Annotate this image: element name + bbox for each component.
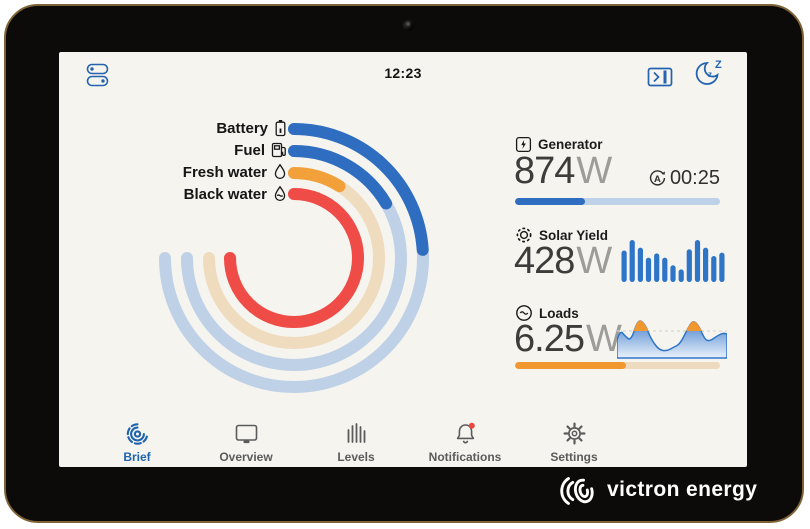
toggle-switches-icon[interactable] xyxy=(86,63,110,88)
loads-progress-bar xyxy=(515,362,720,369)
generator-progress-fill xyxy=(515,198,585,205)
water-drop-icon xyxy=(272,163,288,181)
fuel-pump-icon xyxy=(270,141,288,159)
overview-icon xyxy=(233,420,260,447)
svg-text:A: A xyxy=(654,174,661,185)
nav-tab-notifications[interactable]: Notifications xyxy=(410,420,520,464)
generator-timer: A 00:25 xyxy=(648,167,720,190)
nav-tab-levels[interactable]: Levels xyxy=(301,420,411,464)
generator-timer-value: 00:25 xyxy=(669,167,720,189)
svg-text:Z: Z xyxy=(715,59,722,71)
solar-history-chart xyxy=(621,240,725,282)
loads-power: 6.25W xyxy=(514,318,622,360)
generator-header: Generator xyxy=(515,136,603,153)
nav-label-brief: Brief xyxy=(123,450,151,464)
display-sleep-icon[interactable]: z Z xyxy=(693,59,725,89)
generator-power-unit: W xyxy=(576,150,613,192)
loads-power-unit: W xyxy=(585,318,622,360)
victron-logo: victron energy xyxy=(556,466,757,514)
nav-label-settings: Settings xyxy=(550,450,598,464)
loads-header: Loads xyxy=(515,304,579,322)
nav-tab-brief[interactable]: Brief xyxy=(82,420,192,464)
nav-label-overview: Overview xyxy=(219,450,273,464)
brief-icon xyxy=(124,420,151,447)
victron-swirl-icon xyxy=(556,466,602,514)
battery-icon xyxy=(273,119,288,137)
sidebar-toggle-icon[interactable] xyxy=(647,67,673,87)
ac-loads-icon xyxy=(515,304,533,322)
gauge-label-fresh-water: Fresh water xyxy=(183,161,288,183)
generator-power: 874W xyxy=(514,150,613,192)
auto-run-icon: A xyxy=(648,169,667,188)
generator-label: Generator xyxy=(538,137,603,152)
generator-progress-bar xyxy=(515,198,720,205)
notification-badge xyxy=(468,422,475,429)
black-water-drop-icon xyxy=(272,185,288,203)
solar-label: Solar Yield xyxy=(539,227,609,243)
loads-label: Loads xyxy=(539,305,579,321)
camera-lens xyxy=(406,22,410,26)
loads-history-chart xyxy=(617,320,727,359)
clock: 12:23 xyxy=(384,65,422,81)
nav-tab-overview[interactable]: Overview xyxy=(191,420,301,464)
black-water-label: Black water xyxy=(183,185,267,203)
loads-power-value: 6.25 xyxy=(514,318,585,360)
nav-label-levels: Levels xyxy=(337,450,375,464)
tank-level-gauges xyxy=(159,123,429,393)
gauge-label-black-water: Black water xyxy=(184,183,288,205)
touch-screen: 12:23 z Z Battery xyxy=(59,52,747,467)
gauge-label-battery: Battery xyxy=(216,117,288,139)
svg-text:z: z xyxy=(708,70,712,79)
generator-icon xyxy=(515,136,532,153)
fuel-label: Fuel xyxy=(234,141,265,159)
solar-power-unit: W xyxy=(576,240,613,282)
settings-icon xyxy=(561,420,588,447)
levels-icon xyxy=(343,420,370,447)
solar-header: Solar Yield xyxy=(515,226,608,244)
generator-power-value: 874 xyxy=(514,150,575,192)
camera-dot xyxy=(403,20,414,31)
fresh-water-label: Fresh water xyxy=(182,163,267,181)
gx-touch-device: 12:23 z Z Battery xyxy=(4,4,804,523)
loads-progress-fill xyxy=(515,362,626,369)
solar-power-value: 428 xyxy=(514,240,575,282)
battery-label: Battery xyxy=(216,119,268,137)
nav-label-notifications: Notifications xyxy=(428,450,502,464)
notifications-icon xyxy=(452,420,479,447)
gauge-label-fuel: Fuel xyxy=(234,139,288,161)
brand-text: victron energy xyxy=(607,478,758,501)
solar-power: 428W xyxy=(514,240,613,282)
nav-tab-settings[interactable]: Settings xyxy=(519,420,629,464)
sun-icon xyxy=(515,226,533,244)
